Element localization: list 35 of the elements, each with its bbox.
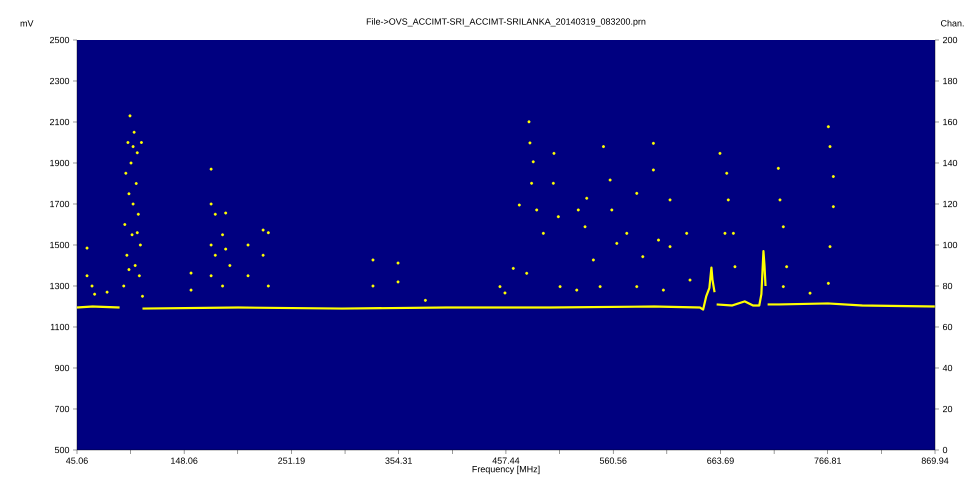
y-tick-label: 1300 bbox=[50, 282, 70, 290]
y-tick-label: 900 bbox=[54, 364, 70, 372]
y2-tick-label: 180 bbox=[943, 78, 958, 84]
y-tick-label: 500 bbox=[54, 446, 70, 454]
y2-tick-label: 160 bbox=[943, 118, 958, 126]
x-tick-label: 457.44 bbox=[492, 458, 520, 464]
y-axis-title: mV bbox=[20, 20, 34, 26]
x-tick-label: 869.94 bbox=[922, 458, 948, 464]
x-tick-label: 45.06 bbox=[66, 458, 88, 464]
y-tick-label: 1700 bbox=[50, 200, 70, 208]
y-tick-label: 700 bbox=[54, 406, 70, 412]
chart-title: File->OVS_ACCIMT-SRI_ACCIMT-SRILANKA_20140319_083200.prn bbox=[366, 18, 646, 26]
y2-tick-label: 20 bbox=[942, 406, 952, 412]
x-tick-label: 251.19 bbox=[278, 458, 305, 464]
y-tick-label: 2500 bbox=[50, 36, 70, 44]
x-tick-label: 663.69 bbox=[707, 458, 734, 464]
y-tick-label: 2300 bbox=[50, 78, 70, 84]
y2-tick-label: 80 bbox=[942, 282, 952, 290]
y2-tick-label: 60 bbox=[942, 324, 952, 330]
y-tick-label: 1100 bbox=[50, 324, 70, 330]
y2-tick-label: 120 bbox=[943, 200, 958, 208]
y2-tick-label: 100 bbox=[943, 242, 958, 248]
y2-tick-label: 200 bbox=[942, 36, 958, 44]
y-tick-label: 2100 bbox=[50, 118, 70, 126]
x-tick-label: 354.31 bbox=[385, 458, 412, 464]
y2-tick-label: 0 bbox=[942, 446, 948, 454]
y2-axis-title: Chan. bbox=[940, 20, 964, 26]
x-tick-label: 560.56 bbox=[600, 458, 627, 464]
y2-tick-label: 40 bbox=[942, 364, 952, 372]
x-axis-title: Frequency [MHz] bbox=[472, 466, 540, 474]
y-tick-label: 1500 bbox=[50, 242, 70, 248]
x-tick-label: 148.06 bbox=[171, 458, 198, 464]
y-tick-label: 1900 bbox=[50, 160, 70, 166]
x-tick-label: 766.81 bbox=[814, 458, 842, 464]
y2-tick-label: 140 bbox=[943, 160, 958, 166]
